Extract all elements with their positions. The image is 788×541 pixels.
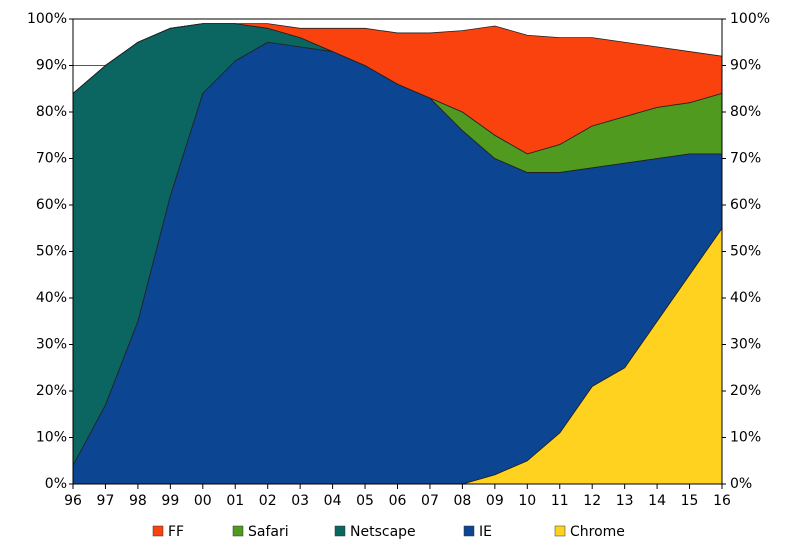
x-tick-label: 07 <box>421 493 439 509</box>
legend-label: IE <box>479 524 492 540</box>
x-tick-label: 05 <box>356 493 374 509</box>
y2-tick-label: 10% <box>730 430 761 446</box>
y-tick-label: 50% <box>36 244 67 260</box>
y2-tick-label: 30% <box>730 337 761 353</box>
x-tick-label: 96 <box>64 493 82 509</box>
legend-swatch <box>232 525 244 537</box>
x-tick-label: 16 <box>713 493 731 509</box>
x-tick-label: 98 <box>129 493 147 509</box>
y-tick-label: 100% <box>27 11 67 27</box>
x-tick-label: 00 <box>194 493 212 509</box>
y2-tick-label: 60% <box>730 197 761 213</box>
legend-label: Chrome <box>570 524 625 540</box>
x-tick-label: 15 <box>681 493 699 509</box>
x-tick-label: 97 <box>97 493 115 509</box>
y-tick-label: 20% <box>36 383 67 399</box>
x-tick-label: 99 <box>161 493 179 509</box>
x-tick-label: 08 <box>453 493 471 509</box>
y-tick-label: 10% <box>36 430 67 446</box>
x-tick-label: 06 <box>389 493 407 509</box>
y-tick-label: 30% <box>36 337 67 353</box>
y2-tick-label: 80% <box>730 104 761 120</box>
y2-tick-label: 100% <box>730 11 770 27</box>
legend-swatch <box>554 525 566 537</box>
x-tick-label: 14 <box>648 493 666 509</box>
x-tick-label: 11 <box>551 493 569 509</box>
x-tick-label: 04 <box>324 493 342 509</box>
legend-label: Netscape <box>350 524 416 540</box>
legend-swatch <box>334 525 346 537</box>
legend-swatch <box>152 525 164 537</box>
y-tick-label: 60% <box>36 197 67 213</box>
y2-tick-label: 70% <box>730 151 761 167</box>
legend-label: FF <box>168 524 184 540</box>
y-tick-label: 0% <box>45 476 67 492</box>
y2-tick-label: 40% <box>730 290 761 306</box>
x-tick-label: 03 <box>291 493 309 509</box>
y2-tick-label: 0% <box>730 476 752 492</box>
x-tick-label: 09 <box>486 493 504 509</box>
x-tick-label: 01 <box>226 493 244 509</box>
y2-tick-label: 20% <box>730 383 761 399</box>
y-tick-label: 70% <box>36 151 67 167</box>
y2-tick-label: 90% <box>730 58 761 74</box>
legend-swatch <box>463 525 475 537</box>
legend-label: Safari <box>248 524 289 540</box>
x-tick-label: 12 <box>583 493 601 509</box>
x-tick-label: 13 <box>616 493 634 509</box>
x-tick-label: 02 <box>259 493 277 509</box>
x-tick-label: 10 <box>518 493 536 509</box>
y-tick-label: 40% <box>36 290 67 306</box>
y-tick-label: 90% <box>36 58 67 74</box>
y2-tick-label: 50% <box>730 244 761 260</box>
y-tick-label: 80% <box>36 104 67 120</box>
